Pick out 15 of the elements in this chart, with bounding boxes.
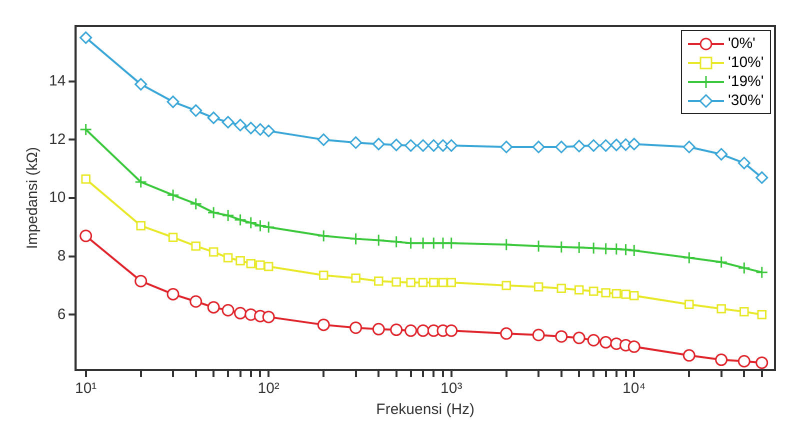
x-tick-label: 10⁴ bbox=[622, 380, 646, 398]
legend-label: '0%' bbox=[728, 34, 756, 53]
legend-label: '10%' bbox=[728, 53, 764, 72]
y-axis-title: Impedansi (kΩ) bbox=[24, 146, 42, 250]
y-tick-label: 14 bbox=[48, 72, 66, 90]
y-tick-label: 8 bbox=[57, 247, 66, 264]
x-tick-label: 10² bbox=[258, 380, 280, 398]
x-tick-label: 10³ bbox=[440, 380, 462, 398]
y-tick-label: 6 bbox=[57, 306, 66, 323]
legend-label: '30%' bbox=[728, 91, 764, 110]
x-axis-title: Frekuensi (Hz) bbox=[376, 401, 475, 418]
y-tick-label: 12 bbox=[48, 130, 66, 148]
y-tick-label: 10 bbox=[48, 189, 66, 206]
x-tick-label: 10¹ bbox=[74, 380, 97, 398]
legend-label: '19%' bbox=[728, 72, 764, 91]
